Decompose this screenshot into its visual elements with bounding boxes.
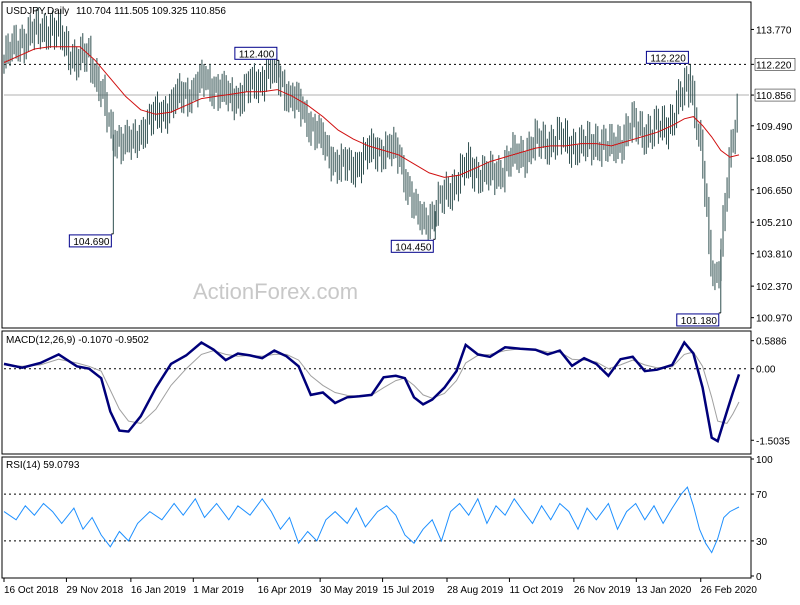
macd-signal-line bbox=[3, 348, 740, 424]
macd-tick-label: 0.00 bbox=[756, 365, 776, 376]
x-tick-label: 11 Oct 2019 bbox=[509, 585, 563, 596]
rsi-line bbox=[3, 486, 740, 554]
y-tick-label: 106.650 bbox=[756, 186, 793, 197]
y-tick-label: 103.810 bbox=[756, 250, 793, 261]
x-tick-label: 1 Mar 2019 bbox=[193, 585, 244, 596]
x-tick-label: 16 Oct 2018 bbox=[4, 585, 59, 596]
x-tick-label: 26 Nov 2019 bbox=[574, 585, 631, 596]
annotation-label: 104.690 bbox=[73, 237, 110, 248]
macd-line bbox=[3, 340, 741, 443]
x-tick-label: 28 Aug 2019 bbox=[447, 585, 504, 596]
macd-tick-label: -1.5035 bbox=[756, 436, 790, 447]
moving-average-line bbox=[3, 46, 740, 178]
y-tick-label: 102.370 bbox=[756, 282, 793, 293]
y-tick-label: 108.050 bbox=[756, 154, 793, 165]
y-tick-label: 113.770 bbox=[756, 25, 792, 36]
annotation-label: 104.450 bbox=[395, 242, 432, 253]
annotation-label: 112.400 bbox=[239, 49, 275, 60]
x-tick-label: 29 Nov 2018 bbox=[66, 585, 123, 596]
annotation-box bbox=[645, 50, 689, 64]
rsi-tick-label: 100 bbox=[756, 455, 773, 466]
annotation-label: 101.180 bbox=[681, 316, 718, 327]
price-tag bbox=[754, 88, 796, 102]
annotation-label: 112.220 bbox=[650, 53, 686, 64]
watermark: ActionForex.com bbox=[193, 279, 358, 304]
y-tick-label: 110.856 bbox=[756, 91, 792, 102]
rsi-tick-label: 70 bbox=[756, 490, 768, 501]
macd-header: MACD(12,26,9) -0.1070 -0.9502 bbox=[6, 335, 149, 346]
annotation-box bbox=[390, 239, 434, 253]
rsi-panel bbox=[1, 456, 752, 579]
y-tick-label: 105.210 bbox=[756, 218, 793, 229]
rsi-header: RSI(14) 59.0793 bbox=[6, 460, 80, 471]
annotation-box bbox=[234, 46, 278, 60]
price-header: USDJPY,Daily 110.704 111.505 109.325 110… bbox=[6, 6, 226, 17]
x-tick-label: 16 Jan 2019 bbox=[131, 585, 186, 596]
y-tick-label: 109.490 bbox=[756, 122, 793, 133]
y-tick-label: 112.220 bbox=[756, 60, 792, 71]
x-tick-label: 30 May 2019 bbox=[320, 585, 378, 596]
rsi-tick-label: 0 bbox=[756, 572, 762, 583]
rsi-tick-label: 30 bbox=[756, 537, 768, 548]
x-tick-label: 26 Feb 2020 bbox=[701, 585, 758, 596]
x-tick-label: 13 Jan 2020 bbox=[636, 585, 691, 596]
price-tag bbox=[754, 58, 796, 71]
price-panel bbox=[1, 1, 752, 329]
annotation-box bbox=[676, 313, 720, 327]
x-tick-label: 16 Apr 2019 bbox=[258, 585, 312, 596]
annotation-box bbox=[68, 234, 112, 248]
y-tick-label: 100.970 bbox=[756, 314, 793, 325]
x-tick-label: 15 Jul 2019 bbox=[383, 585, 435, 596]
macd-tick-label: 0.5886 bbox=[756, 337, 787, 348]
